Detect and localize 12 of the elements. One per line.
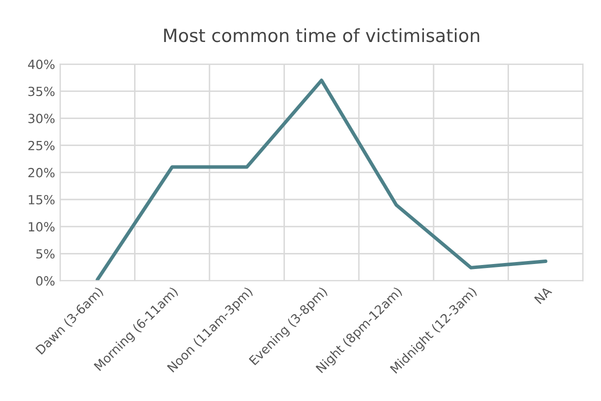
line-series — [96, 78, 548, 281]
y-tick-label: 25% — [28, 140, 55, 150]
y-tick-label: 20% — [28, 168, 55, 178]
y-tick-label: 40% — [28, 60, 55, 70]
y-tick-label: 5% — [36, 249, 55, 259]
y-tick-label: 15% — [28, 194, 55, 204]
x-tick-label: NA — [534, 286, 552, 304]
y-tick-label: 35% — [28, 86, 55, 96]
y-tick-label: 10% — [28, 222, 55, 232]
y-tick-label: 30% — [28, 114, 55, 124]
chart-title: Most common time of victimisation — [164, 28, 480, 42]
y-tick-label: 0% — [36, 276, 55, 286]
